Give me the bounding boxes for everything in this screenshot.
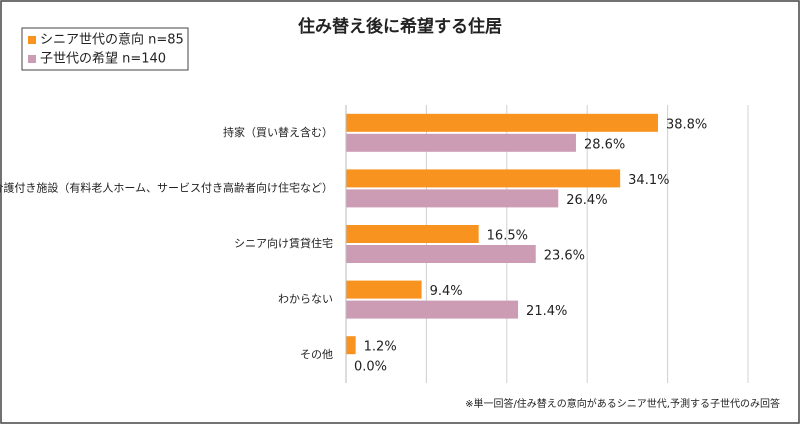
y-tick-label: 介護付き施設（有料老人ホーム、サービス付き高齢者向け住宅など） xyxy=(0,180,333,194)
data-label: 38.8% xyxy=(666,117,707,132)
data-label: 9.4% xyxy=(430,284,463,299)
legend-swatch xyxy=(28,36,36,44)
legend-box xyxy=(21,27,189,71)
bar xyxy=(346,133,576,152)
y-tick-label: シニア向け賃貸住宅 xyxy=(234,236,333,250)
y-tick-label: その他 xyxy=(300,348,333,361)
data-label: 0.0% xyxy=(354,360,387,375)
bar xyxy=(346,189,559,208)
data-label: 1.2% xyxy=(364,340,397,355)
data-label: 16.5% xyxy=(487,229,528,244)
bar xyxy=(346,300,519,319)
legend-label: 子世代の希望 n=140 xyxy=(40,51,166,67)
y-tick-label: わからない xyxy=(278,293,333,306)
chart-title: 住み替え後に希望する住居 xyxy=(298,16,502,37)
data-label: 21.4% xyxy=(526,304,567,319)
legend-swatch xyxy=(28,55,36,63)
data-label: 28.6% xyxy=(584,137,625,152)
legend-label: シニア世代の意向 n=85 xyxy=(40,32,184,48)
bar xyxy=(346,245,536,263)
bar xyxy=(346,113,658,132)
y-tick-label: 持家（買い替え含む） xyxy=(223,125,333,139)
data-label: 26.4% xyxy=(566,193,607,208)
bar xyxy=(346,225,479,243)
bar xyxy=(346,169,621,188)
bar xyxy=(346,280,422,299)
data-label: 23.6% xyxy=(544,249,585,264)
bar xyxy=(346,336,356,355)
footnote: ※単一回答/住み替えの意向があるシニア世代,予測する子世代のみ回答 xyxy=(465,397,780,410)
data-label: 34.1% xyxy=(628,173,669,188)
